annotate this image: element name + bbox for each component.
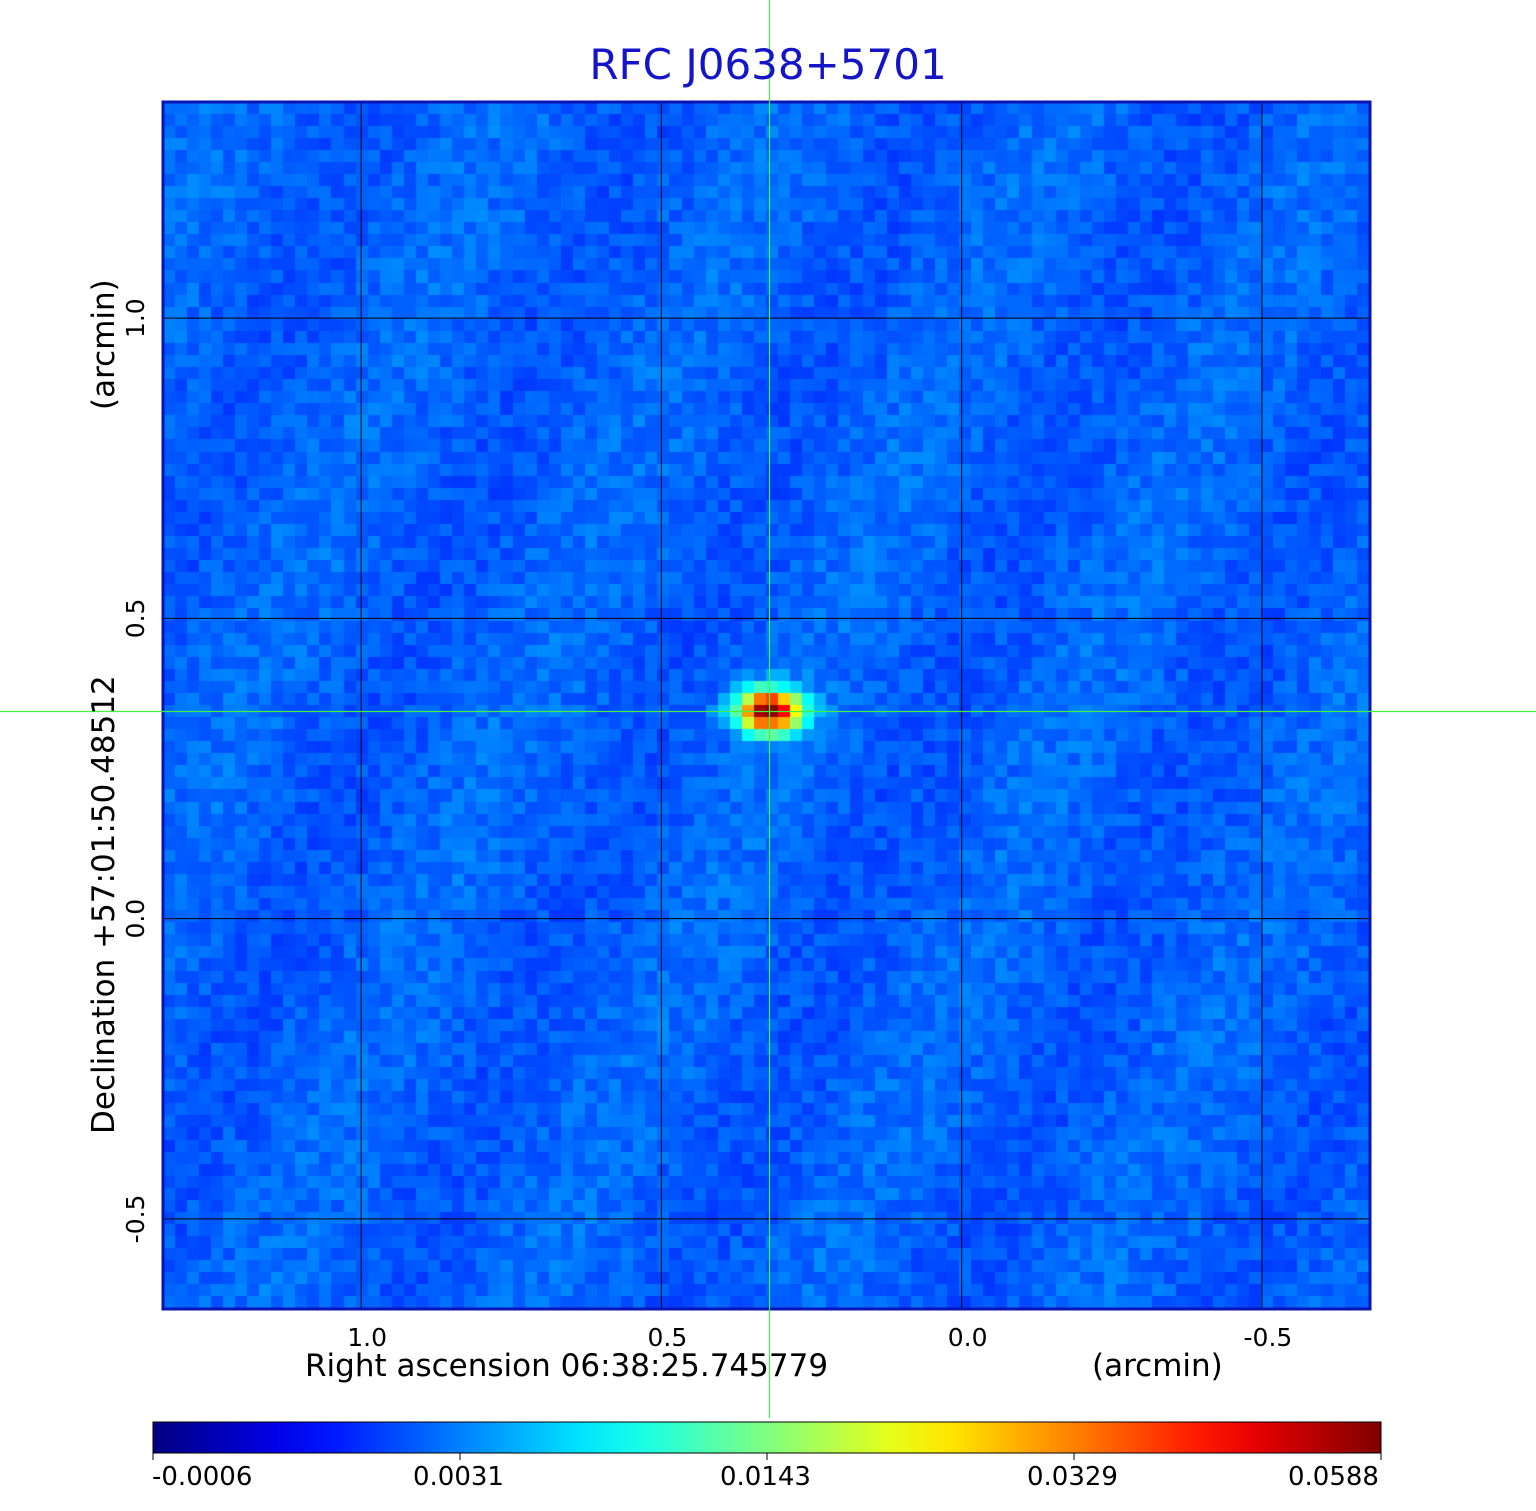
colorbar-tick-label: 0.0329 [1027, 1462, 1118, 1492]
intensity-map [163, 102, 1370, 1309]
y-axis-unit: (arcmin) [86, 279, 122, 410]
x-tick-label: 0.5 [648, 1323, 688, 1352]
y-axis-label: Declination +57:01:50.48512 [86, 675, 122, 1134]
x-tick-label: -0.5 [1244, 1323, 1293, 1352]
y-tick-label: 1.0 [121, 298, 150, 338]
colorbar-tick-label: 0.0588 [1288, 1462, 1379, 1492]
colorbar-tick-label: -0.0006 [152, 1462, 253, 1492]
colorbar-tick-label: 0.0031 [413, 1462, 504, 1492]
x-tick-label: 1.0 [347, 1323, 387, 1352]
y-tick-label: 0.0 [121, 899, 150, 939]
colorbar-tick-label: 0.0143 [720, 1462, 811, 1492]
colorbar [152, 1421, 1382, 1454]
chart-title: RFC J0638+5701 [589, 40, 947, 89]
x-axis-unit: (arcmin) [1092, 1348, 1223, 1384]
y-tick-label: 0.5 [121, 599, 150, 639]
x-tick-label: 0.0 [948, 1323, 988, 1352]
plot-frame [161, 100, 1372, 1311]
x-axis-label: Right ascension 06:38:25.745779 [305, 1348, 829, 1384]
y-tick-label: -0.5 [121, 1195, 150, 1244]
